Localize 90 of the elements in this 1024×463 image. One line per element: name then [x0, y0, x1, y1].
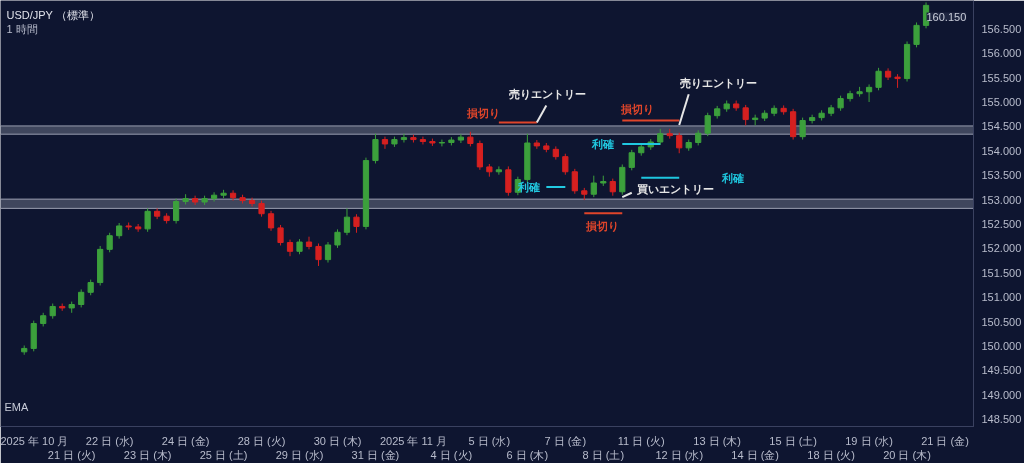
candlestick [799, 117, 806, 141]
candlestick [135, 223, 142, 233]
y-tick-label: 149.000 [981, 388, 1022, 401]
annotation: 利確 [721, 171, 745, 184]
candlestick [913, 21, 920, 48]
y-tick-label: 150.500 [981, 315, 1022, 328]
candlestick [173, 198, 180, 224]
y-tick-label: 154.500 [981, 120, 1022, 133]
x-tick-label: 18 日 (火) [807, 448, 855, 461]
candlestick [476, 140, 483, 171]
x-tick-label: 29 日 (水) [275, 448, 324, 461]
x-tick-label: 31 日 (金) [351, 448, 400, 461]
candlestick [419, 136, 427, 145]
x-tick-label: 24 日 (金) [161, 434, 210, 447]
x-tick-label: 7 日 (金) [544, 434, 587, 447]
annotation: 損切り [466, 107, 501, 121]
x-tick-label: 28 日 (火) [237, 434, 286, 447]
candlestick [628, 149, 635, 171]
candlestick [704, 112, 711, 137]
candlestick [267, 210, 275, 232]
x-tick-label: 8 日 (土) [582, 448, 625, 461]
candlestick [144, 207, 151, 233]
candlestick [562, 153, 569, 176]
x-tick-label: 30 日 (木) [313, 434, 362, 447]
candlestick [324, 241, 332, 264]
candlestick [106, 232, 113, 253]
y-tick-label: 152.500 [981, 217, 1022, 230]
candlestick [334, 228, 341, 249]
candlestick [305, 236, 313, 250]
candlestick [277, 224, 284, 246]
candlestick [154, 207, 161, 220]
candlestick [353, 213, 360, 234]
x-tick-label: 6 日 (木) [506, 448, 549, 461]
x-tick-label: 2025 年 11 月 [379, 434, 447, 447]
candlestick [875, 67, 882, 91]
x-tick-label: 13 日 (木) [693, 434, 742, 447]
annotation: 売りエントリー [679, 76, 757, 90]
candlestick [400, 133, 408, 143]
y-tick-label: 148.500 [981, 413, 1022, 426]
x-tick-label: 2025 年 10 月 [0, 434, 69, 447]
x-tick-label: 12 日 (水) [655, 448, 704, 461]
candlestick [676, 132, 683, 154]
candlestick [372, 133, 379, 164]
candlestick [343, 207, 351, 236]
x-tick-label: 14 日 (金) [731, 448, 780, 461]
y-tick-label: 156.000 [981, 47, 1022, 60]
candlestick [381, 136, 389, 150]
annotation: 買いエントリー [635, 183, 714, 196]
annotation: 160.150 [926, 10, 967, 23]
candlestick [229, 189, 237, 202]
candlestick [590, 175, 597, 198]
candlestick [865, 83, 873, 103]
x-tick-label: 25 日 (土) [199, 448, 248, 461]
x-tick-label: 20 日 (木) [883, 448, 931, 461]
candlestick [846, 90, 854, 103]
x-tick-label: 21 日 (金) [921, 434, 969, 447]
x-tick-label: 15 日 (土) [769, 434, 817, 447]
y-tick-label: 151.500 [981, 266, 1022, 279]
candlestick [210, 191, 218, 203]
annotation: 損切り [619, 102, 654, 116]
y-tick-label: 153.500 [981, 169, 1022, 182]
annotation: 利確 [591, 137, 615, 150]
candlestick [571, 168, 578, 195]
x-tick-label: 22 日 (水) [85, 434, 134, 447]
y-tick-label: 149.500 [981, 364, 1022, 377]
x-tick-label: 11 日 (火) [617, 434, 665, 447]
x-tick-label: 19 日 (水) [845, 434, 893, 447]
text: 1 時間 [6, 22, 38, 35]
annotation: 売りエントリー [509, 88, 587, 102]
annotation: EMA [4, 400, 29, 413]
y-tick-label: 154.000 [981, 144, 1022, 157]
candlestick [78, 288, 85, 308]
y-tick-label: 152.000 [981, 242, 1022, 255]
y-tick-label: 153.000 [981, 193, 1022, 206]
x-tick-label: 5 日 (水) [468, 434, 511, 447]
annotation: 損切り [584, 220, 619, 234]
candlestick [315, 243, 322, 267]
y-tick-label: 150.000 [981, 339, 1022, 352]
y-tick-label: 156.500 [981, 22, 1022, 35]
candlestick [438, 139, 446, 147]
candlestick [495, 165, 502, 176]
y-tick-label: 155.500 [981, 71, 1022, 84]
y-tick-label: 155.000 [981, 96, 1022, 108]
y-tick-label: 151.000 [981, 291, 1022, 304]
x-tick-label: 4 日 (火) [430, 448, 473, 461]
candlestick [742, 104, 749, 126]
text: USD/JPY （標準） [6, 8, 100, 21]
x-tick-label: 21 日 (火) [47, 448, 96, 461]
x-tick-label: 23 日 (木) [123, 448, 172, 461]
candlestick [505, 165, 512, 197]
